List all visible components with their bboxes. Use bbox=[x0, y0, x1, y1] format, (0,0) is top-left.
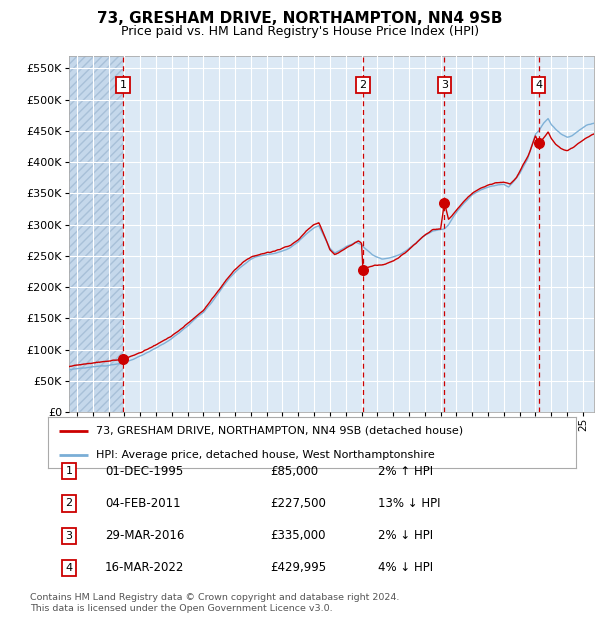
Text: 2% ↑ HPI: 2% ↑ HPI bbox=[378, 465, 433, 477]
Text: £335,000: £335,000 bbox=[270, 529, 325, 542]
Text: 4: 4 bbox=[535, 80, 542, 90]
Text: 2% ↓ HPI: 2% ↓ HPI bbox=[378, 529, 433, 542]
Text: £227,500: £227,500 bbox=[270, 497, 326, 510]
Point bbox=[534, 138, 544, 148]
Text: 2: 2 bbox=[359, 80, 367, 90]
Bar bbox=[69, 56, 123, 412]
Text: 4% ↓ HPI: 4% ↓ HPI bbox=[378, 562, 433, 574]
Text: 1: 1 bbox=[65, 466, 73, 476]
Text: 13% ↓ HPI: 13% ↓ HPI bbox=[378, 497, 440, 510]
Text: Contains HM Land Registry data © Crown copyright and database right 2024.
This d: Contains HM Land Registry data © Crown c… bbox=[30, 593, 400, 613]
Text: £429,995: £429,995 bbox=[270, 562, 326, 574]
Text: 04-FEB-2011: 04-FEB-2011 bbox=[105, 497, 181, 510]
Text: 1: 1 bbox=[119, 80, 127, 90]
Text: 4: 4 bbox=[65, 563, 73, 573]
Text: 16-MAR-2022: 16-MAR-2022 bbox=[105, 562, 184, 574]
Text: Price paid vs. HM Land Registry's House Price Index (HPI): Price paid vs. HM Land Registry's House … bbox=[121, 25, 479, 38]
Point bbox=[358, 265, 368, 275]
Point bbox=[118, 354, 128, 364]
Text: 73, GRESHAM DRIVE, NORTHAMPTON, NN4 9SB: 73, GRESHAM DRIVE, NORTHAMPTON, NN4 9SB bbox=[97, 11, 503, 26]
Text: 3: 3 bbox=[65, 531, 73, 541]
Point bbox=[440, 198, 449, 208]
Text: 29-MAR-2016: 29-MAR-2016 bbox=[105, 529, 184, 542]
Text: £85,000: £85,000 bbox=[270, 465, 318, 477]
Text: 3: 3 bbox=[441, 80, 448, 90]
Text: 73, GRESHAM DRIVE, NORTHAMPTON, NN4 9SB (detached house): 73, GRESHAM DRIVE, NORTHAMPTON, NN4 9SB … bbox=[95, 426, 463, 436]
Text: 2: 2 bbox=[65, 498, 73, 508]
Text: HPI: Average price, detached house, West Northamptonshire: HPI: Average price, detached house, West… bbox=[95, 450, 434, 461]
Text: 01-DEC-1995: 01-DEC-1995 bbox=[105, 465, 183, 477]
